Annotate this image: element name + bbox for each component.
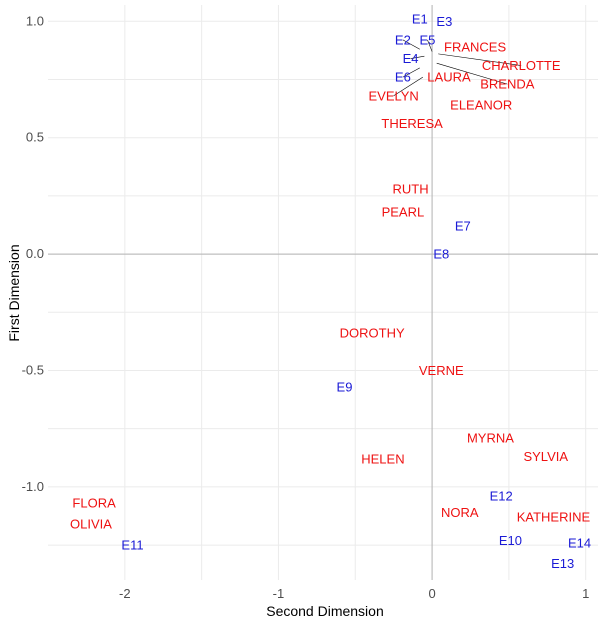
event-label-e9: E9 xyxy=(337,379,353,394)
leader-line xyxy=(436,62,508,85)
x-axis-title: Second Dimension xyxy=(266,603,384,619)
event-label-e13: E13 xyxy=(551,556,574,571)
woman-label-theresa: THERESA xyxy=(381,116,443,131)
x-tick-label: 1 xyxy=(582,586,589,601)
woman-label-nora: NORA xyxy=(441,505,479,520)
woman-label-charlotte: CHARLOTTE xyxy=(482,58,561,73)
event-label-e8: E8 xyxy=(433,247,449,262)
woman-label-eleanor: ELEANOR xyxy=(450,98,512,113)
y-tick-label: -1.0 xyxy=(22,479,44,494)
x-tick-label: -1 xyxy=(273,586,285,601)
event-label-e5: E5 xyxy=(420,32,436,47)
event-label-e1: E1 xyxy=(412,11,428,26)
woman-label-ruth: RUTH xyxy=(393,181,429,196)
woman-label-dorothy: DOROTHY xyxy=(340,326,405,341)
event-label-e6: E6 xyxy=(395,70,411,85)
leader-line xyxy=(438,53,522,66)
leader-line xyxy=(427,39,433,52)
woman-label-brenda: BRENDA xyxy=(480,77,535,92)
woman-label-flora: FLORA xyxy=(72,496,116,511)
event-label-e11: E11 xyxy=(121,538,143,553)
woman-label-laura: LAURA xyxy=(427,70,471,85)
woman-label-katherine: KATHERINE xyxy=(517,510,591,525)
y-axis-title: First Dimension xyxy=(6,244,22,341)
y-tick-label: -0.5 xyxy=(22,362,44,377)
y-tick-label: 0.0 xyxy=(26,246,44,261)
x-tick-label: 0 xyxy=(428,586,435,601)
woman-label-myrna: MYRNA xyxy=(467,430,514,445)
woman-label-evelyn: EVELYN xyxy=(368,88,418,103)
event-label-e10: E10 xyxy=(499,533,522,548)
woman-label-frances: FRANCES xyxy=(444,39,506,54)
event-label-e4: E4 xyxy=(403,51,419,66)
event-label-e7: E7 xyxy=(455,219,471,234)
y-tick-label: 1.0 xyxy=(26,13,44,28)
leader-line xyxy=(393,76,424,97)
woman-label-verne: VERNE xyxy=(419,363,464,378)
event-label-e2: E2 xyxy=(395,32,411,47)
x-tick-label: -2 xyxy=(119,586,131,601)
woman-label-sylvia: SYLVIA xyxy=(523,449,568,464)
y-tick-label: 0.5 xyxy=(26,130,44,145)
leader-line xyxy=(410,55,425,59)
leader-line xyxy=(402,67,420,78)
woman-label-olivia: OLIVIA xyxy=(70,517,112,532)
leader-line xyxy=(402,39,420,50)
woman-label-pearl: PEARL xyxy=(382,205,425,220)
leader-lines xyxy=(393,39,522,97)
woman-label-helen: HELEN xyxy=(361,451,404,466)
event-label-e14: E14 xyxy=(568,535,591,550)
tick-labels: -2 -1 0 1 -1.0 -0.5 0.0 0.5 1.0 xyxy=(22,13,590,601)
event-label-e3: E3 xyxy=(436,14,452,29)
reference-lines xyxy=(48,5,598,580)
event-label-e12: E12 xyxy=(490,489,513,504)
